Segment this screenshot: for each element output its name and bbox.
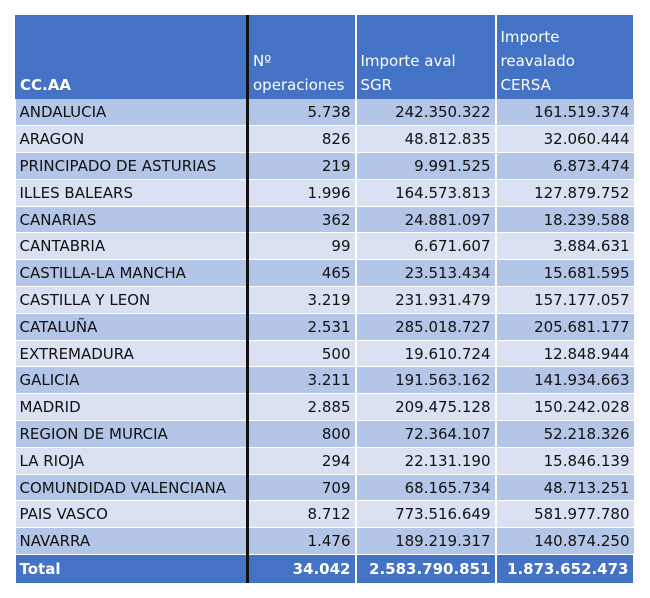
operaciones-cell: 99 — [247, 232, 357, 261]
total-row: Total 34.042 2.583.790.851 1.873.652.473 — [15, 554, 635, 583]
importe-aval-cell: 9.991.525 — [355, 152, 497, 180]
operaciones-cell: 826 — [247, 125, 357, 154]
region-cell: CASTILLA Y LEON — [15, 286, 249, 314]
importe-aval-cell: 48.812.835 — [355, 125, 497, 154]
operaciones-cell: 709 — [247, 474, 357, 502]
region-cell: CANTABRIA — [15, 232, 249, 261]
importe-aval-cell: 68.165.734 — [355, 474, 497, 502]
importe-reavalado-cell: 12.848.944 — [495, 340, 634, 368]
importe-reavalado-cell: 127.879.752 — [495, 179, 634, 207]
table-row: LA RIOJA 294 22.131.190 15.846.139 — [15, 447, 634, 475]
importe-aval-cell: 191.563.162 — [355, 366, 497, 395]
region-cell: ARAGON — [15, 125, 249, 154]
operaciones-cell: 3.211 — [247, 366, 357, 395]
header-row: CC.AA Nº operaciones Importe aval SGR Im… — [15, 15, 635, 99]
region-cell: CATALUÑA — [15, 313, 249, 341]
operaciones-cell: 362 — [247, 206, 357, 234]
region-cell: EXTREMADURA — [15, 340, 249, 368]
table-row: PAIS VASCO 8.712 773.516.649 581.977.780 — [15, 500, 634, 529]
region-cell: CASTILLA-LA MANCHA — [15, 259, 249, 288]
table-row: REGION DE MURCIA 800 72.364.107 52.218.326 — [15, 420, 634, 448]
region-cell: COMUNDIDAD VALENCIANA — [15, 474, 249, 502]
operaciones-cell: 294 — [247, 447, 357, 475]
operaciones-cell: 8.712 — [247, 500, 357, 529]
table-row: PRINCIPADO DE ASTURIAS 219 9.991.525 6.873.… — [15, 152, 634, 180]
operaciones-cell: 219 — [247, 152, 357, 180]
operaciones-cell: 5.738 — [247, 99, 357, 127]
importe-reavalado-cell: 157.177.057 — [495, 286, 634, 314]
operaciones-cell: 500 — [247, 340, 357, 368]
table-row: ANDALUCIA 5.738 242.350.322 161.519.374 — [15, 99, 634, 127]
importe-aval-cell: 23.513.434 — [355, 259, 497, 288]
table-row: COMUNDIDAD VALENCIANA 709 68.165.734 48.713… — [15, 474, 634, 502]
importe-aval-cell: 164.573.813 — [355, 179, 497, 207]
importe-reavalado-cell: 18.239.588 — [495, 206, 634, 234]
importe-reavalado-cell: 48.713.251 — [495, 474, 634, 502]
importe-reavalado-cell: 32.060.444 — [495, 125, 634, 154]
importe-reavalado-cell: 15.846.139 — [495, 447, 634, 475]
importe-reavalado-cell: 205.681.177 — [495, 313, 634, 341]
importe-reavalado-cell: 581.977.780 — [495, 500, 634, 529]
total-importe-reavalado: 1.873.652.473 — [495, 554, 635, 583]
table-row: CATALUÑA 2.531 285.018.727 205.681.177 — [15, 313, 634, 341]
region-cell: PRINCIPADO DE ASTURIAS — [15, 152, 249, 180]
operaciones-cell: 1.476 — [247, 527, 357, 556]
header-ccaa: CC.AA — [15, 15, 249, 99]
table-row: EXTREMADURA 500 19.610.724 12.848.944 — [15, 340, 634, 368]
importe-aval-cell: 209.475.128 — [355, 393, 497, 422]
region-cell: MADRID — [15, 393, 249, 422]
operaciones-cell: 2.885 — [247, 393, 357, 422]
region-cell: ANDALUCIA — [15, 99, 249, 127]
importe-aval-cell: 19.610.724 — [355, 340, 497, 368]
importe-reavalado-cell: 3.884.631 — [495, 232, 634, 261]
operaciones-cell: 2.531 — [247, 313, 357, 341]
region-cell: REGION DE MURCIA — [15, 420, 249, 448]
total-importe-aval: 2.583.790.851 — [355, 554, 497, 583]
operaciones-cell: 800 — [247, 420, 357, 448]
table-row: NAVARRA 1.476 189.219.317 140.874.250 — [15, 527, 634, 556]
importe-reavalado-cell: 6.873.474 — [495, 152, 634, 180]
table-row: CASTILLA-LA MANCHA 465 23.513.434 15.681.59… — [15, 259, 634, 288]
operaciones-cell: 3.219 — [247, 286, 357, 314]
importe-aval-cell: 242.350.322 — [355, 99, 497, 127]
importe-aval-cell: 72.364.107 — [355, 420, 497, 448]
table-row: ILLES BALEARS 1.996 164.573.813 127.879.752 — [15, 179, 634, 207]
total-operaciones: 34.042 — [247, 554, 357, 583]
importe-reavalado-cell: 52.218.326 — [495, 420, 634, 448]
table-row: CANARIAS 362 24.881.097 18.239.588 — [15, 206, 634, 234]
importe-aval-cell: 6.671.607 — [355, 232, 497, 261]
table-row: GALICIA 3.211 191.563.162 141.934.663 — [15, 366, 634, 395]
table-row: ARAGON 826 48.812.835 32.060.444 — [15, 125, 634, 154]
operations-table: CC.AA Nº operaciones Importe aval SGR Im… — [15, 15, 635, 583]
region-cell: LA RIOJA — [15, 447, 249, 475]
operaciones-cell: 1.996 — [247, 179, 357, 207]
region-cell: GALICIA — [15, 366, 249, 395]
importe-reavalado-cell: 161.519.374 — [495, 99, 634, 127]
importe-aval-cell: 24.881.097 — [355, 206, 497, 234]
table-row: CASTILLA Y LEON 3.219 231.931.479 157.177.0… — [15, 286, 634, 314]
header-importe-aval: Importe aval SGR — [355, 15, 497, 99]
importe-aval-cell: 22.131.190 — [355, 447, 497, 475]
region-cell: CANARIAS — [15, 206, 249, 234]
importe-aval-cell: 189.219.317 — [355, 527, 497, 556]
importe-reavalado-cell: 141.934.663 — [495, 366, 634, 395]
total-label: Total — [15, 554, 249, 583]
importe-aval-cell: 285.018.727 — [355, 313, 497, 341]
importe-aval-cell: 773.516.649 — [355, 500, 497, 529]
header-operaciones: Nº operaciones — [247, 15, 357, 99]
importe-aval-cell: 231.931.479 — [355, 286, 497, 314]
region-cell: ILLES BALEARS — [15, 179, 249, 207]
importe-reavalado-cell: 150.242.028 — [495, 393, 634, 422]
region-cell: NAVARRA — [15, 527, 249, 556]
table-row: CANTABRIA 99 6.671.607 3.884.631 — [15, 232, 634, 261]
importe-reavalado-cell: 15.681.595 — [495, 259, 634, 288]
region-cell: PAIS VASCO — [15, 500, 249, 529]
table-row: MADRID 2.885 209.475.128 150.242.028 — [15, 393, 634, 422]
header-importe-reavalado: Importe reavalado CERSA — [495, 15, 635, 99]
importe-reavalado-cell: 140.874.250 — [495, 527, 634, 556]
operaciones-cell: 465 — [247, 259, 357, 288]
